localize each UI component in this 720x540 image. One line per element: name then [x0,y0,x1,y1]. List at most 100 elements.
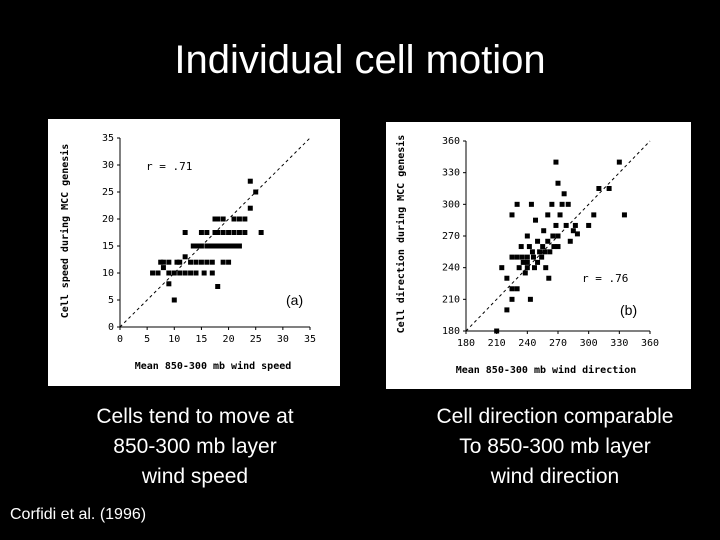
data-point [226,243,232,249]
data-point [193,270,199,276]
data-point [520,259,526,265]
data-point [217,243,223,249]
data-point [529,249,535,255]
data-point [215,230,221,235]
data-point [155,270,161,276]
data-point [524,233,530,239]
data-point [555,244,561,250]
data-point [541,228,547,234]
data-point [193,243,199,249]
x-axis-label: Mean 850-300 mb wind direction [456,364,637,376]
data-point [567,238,573,244]
data-point [504,307,510,313]
chart-panel-speed: 0 5 10 15 20 25 30 35 0 5 10 15 20 25 30 35 Mean 850-300… [48,119,340,386]
data-point [226,259,232,265]
data-point [212,230,218,235]
data-point [586,222,592,228]
data-point [543,265,549,271]
data-point [220,216,226,222]
panel-label: (b) [620,302,637,318]
data-point [234,243,240,249]
data-point [504,275,510,281]
data-point [193,259,199,265]
data-point [516,265,522,271]
data-point [166,270,172,276]
data-point [606,186,612,191]
data-point [196,243,202,249]
data-point [253,189,259,195]
data-point [204,243,210,249]
data-point [596,186,602,191]
caption-speed: Cells tend to move at 850-300 mb layer w… [96,405,294,488]
y-tick-label: 30 [102,160,114,171]
data-point [182,230,188,235]
data-point [182,254,188,260]
data-point [526,244,532,250]
data-point [572,222,578,228]
data-point [188,259,194,265]
x-tick-label: 25 [250,334,262,345]
data-point [198,230,204,235]
data-point [228,243,234,249]
data-point [215,284,221,289]
data-point [565,201,571,207]
x-tick-label: 10 [168,334,180,345]
data-point [174,259,180,265]
data-point [514,201,520,207]
data-point [559,201,565,207]
caption-direction: Cell direction comparable To 850-300 mb … [436,405,674,488]
data-point [509,296,515,302]
data-point [171,270,177,276]
data-point [209,259,215,265]
data-point [201,270,207,276]
data-point [542,249,548,255]
y-tick-label: 330 [442,168,460,179]
x-tick-label: 180 [457,338,475,349]
data-point [160,259,166,265]
data-point [518,244,524,250]
y-axis-label: Cell speed during MCC genesis [59,144,71,319]
data-point [570,228,576,234]
data-point [215,243,221,249]
data-point [212,243,218,249]
y-tick-label: 15 [102,241,114,252]
data-point [537,249,543,255]
data-point [514,286,520,292]
data-point [519,254,525,260]
data-point [220,230,226,235]
data-point [539,254,545,260]
data-point [524,254,530,260]
data-point [207,243,213,249]
data-point [190,243,196,249]
data-point [247,205,253,211]
data-point [547,249,553,255]
x-axis-label: Mean 850-300 mb wind speed [135,360,292,372]
data-point [231,243,237,249]
data-point [528,201,534,207]
data-point [236,243,242,249]
data-point [551,244,557,250]
x-tick-label: 5 [144,334,150,345]
data-point [563,222,569,228]
data-point [166,281,172,287]
data-point [546,275,552,281]
scatter-plot-speed: 0 5 10 15 20 25 30 35 0 5 10 15 20 25 30 35 Mean 850-300… [59,133,316,372]
data-point [527,296,533,302]
x-tick-label: 0 [117,334,123,345]
data-point [223,243,229,249]
x-tick-label: 360 [641,338,659,349]
data-point [242,216,248,222]
data-point [236,216,242,222]
data-point [524,259,530,265]
x-tick-label: 210 [488,338,506,349]
y-tick-label: 180 [442,326,460,337]
data-point [545,238,551,244]
x-tick-label: 270 [549,338,567,349]
data-point [550,233,556,239]
x-tick-label: 240 [518,338,536,349]
data-point [540,244,546,250]
data-point [166,259,172,265]
data-point [533,217,539,223]
data-point [158,259,164,265]
data-point [150,270,156,276]
